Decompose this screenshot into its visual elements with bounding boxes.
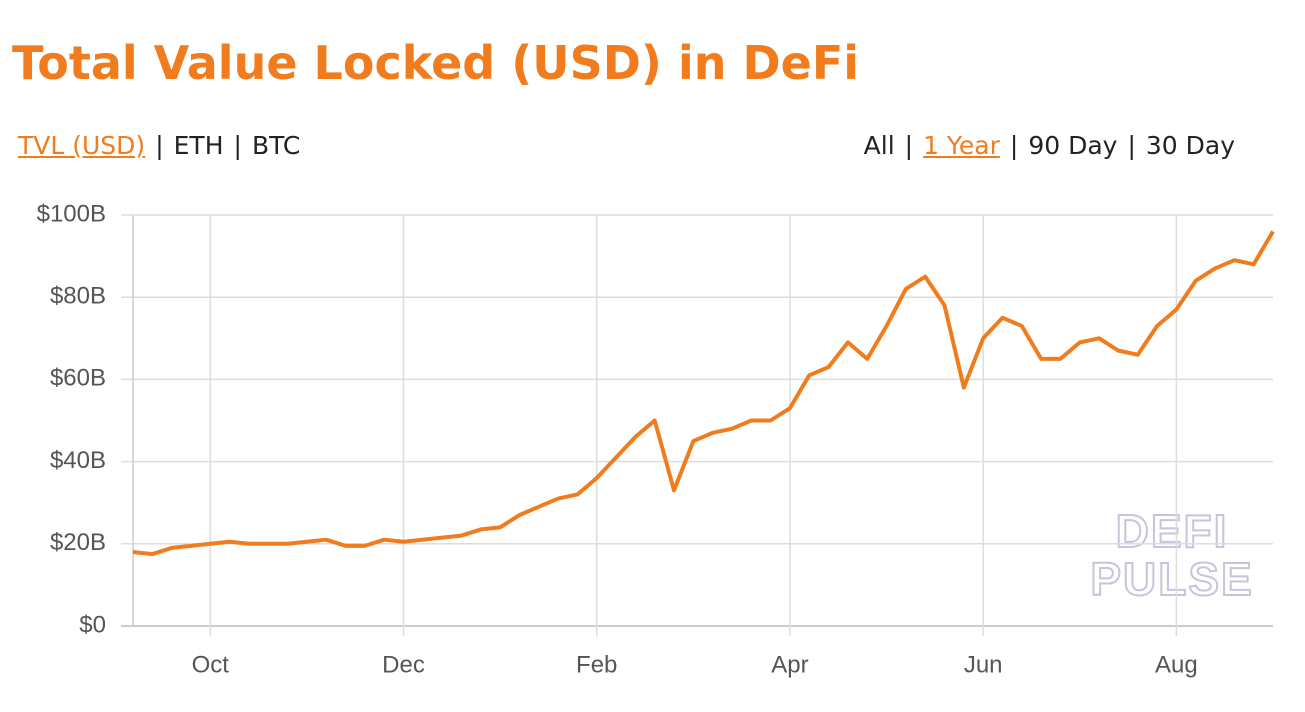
x-tick-label: Jun bbox=[964, 651, 1003, 678]
x-tick-label: Apr bbox=[771, 651, 808, 678]
separator: | bbox=[904, 131, 914, 160]
x-tick-label: Dec bbox=[382, 651, 425, 678]
y-tick-label: $20B bbox=[50, 529, 106, 556]
x-tick-label: Feb bbox=[576, 651, 617, 678]
separator: | bbox=[155, 131, 164, 160]
watermark: DEFI bbox=[1116, 505, 1229, 557]
y-tick-label: $100B bbox=[37, 200, 106, 227]
separator: | bbox=[1009, 131, 1019, 160]
y-tick-label: $80B bbox=[50, 283, 106, 310]
chart-title: Total Value Locked (USD) in DeFi bbox=[12, 36, 860, 90]
tab[interactable]: TVL (USD) bbox=[18, 131, 146, 160]
y-tick-label: $40B bbox=[50, 447, 106, 474]
tab[interactable]: 90 Day bbox=[1028, 131, 1118, 160]
x-tick-label: Oct bbox=[192, 651, 230, 678]
watermark: PULSE bbox=[1090, 553, 1253, 605]
tvl-line bbox=[132, 230, 1275, 557]
y-tick-label: $0 bbox=[79, 611, 106, 638]
tab[interactable]: 1 Year bbox=[923, 131, 1000, 160]
tab[interactable]: 30 Day bbox=[1145, 131, 1235, 160]
y-tick-label: $60B bbox=[50, 365, 106, 392]
range-tabs: All | 1 Year | 90 Day | 30 Day bbox=[864, 131, 1245, 160]
x-tick-label: Aug bbox=[1155, 651, 1198, 678]
tab[interactable]: All bbox=[863, 131, 895, 160]
metric-tabs: TVL (USD) | ETH | BTC bbox=[18, 131, 310, 160]
separator: | bbox=[233, 131, 242, 160]
tab[interactable]: BTC bbox=[251, 131, 301, 160]
separator: | bbox=[1127, 131, 1136, 160]
tab[interactable]: ETH bbox=[173, 131, 224, 160]
